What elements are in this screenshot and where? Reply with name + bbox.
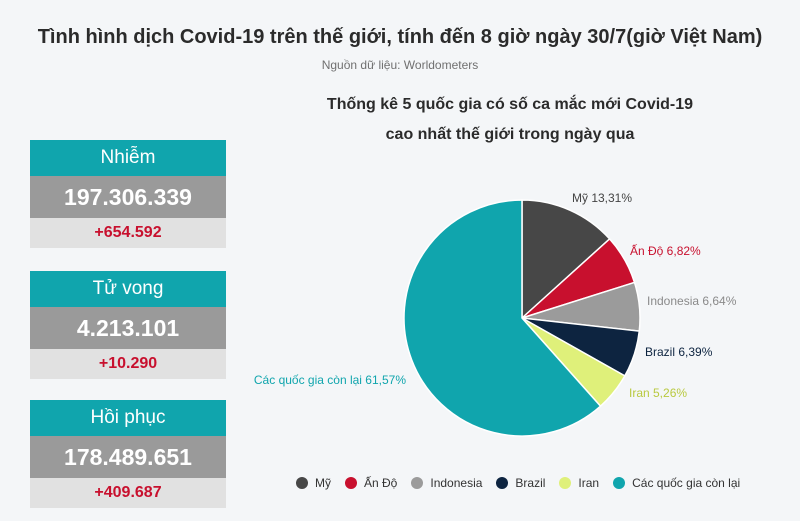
legend-swatch bbox=[559, 477, 572, 489]
legend-item-4: Iran bbox=[559, 476, 599, 490]
legend-item-1: Ấn Độ bbox=[345, 476, 397, 490]
pie-slice-0 bbox=[521, 199, 611, 320]
stat-delta: +654.592 bbox=[30, 218, 226, 248]
chart-legend: Mỹ Ấn Độ Indonesia Brazil Iran Các quốc gia c… bbox=[296, 476, 754, 490]
legend-swatch bbox=[411, 477, 424, 489]
slice-label-5: Các quốc gia còn lại 61,57% bbox=[254, 373, 406, 387]
stat-total: 4.213.101 bbox=[30, 307, 226, 349]
page-title: Tình hình dịch Covid-19 trên thế giới, t… bbox=[37, 26, 763, 48]
data-source: Nguồn dữ liệu: Worldometers bbox=[321, 58, 479, 72]
legend-swatch bbox=[496, 477, 509, 489]
stat-delta: +10.290 bbox=[30, 349, 226, 379]
slice-label-1: Ấn Độ 6,82% bbox=[630, 243, 701, 258]
stat-card-infected: Nhiễm 197.306.339 +654.592 bbox=[30, 140, 226, 248]
legend-label: Indonesia bbox=[430, 476, 483, 490]
legend-label: Ấn Độ bbox=[364, 476, 398, 490]
stat-label: Hồi phục bbox=[30, 400, 226, 436]
legend-swatch bbox=[613, 477, 626, 489]
stat-label: Tử vong bbox=[30, 271, 226, 307]
legend-item-5: Các quốc gia còn lại bbox=[613, 476, 740, 490]
slice-label-4: Iran 5,26% bbox=[629, 386, 687, 400]
stat-delta: +409.687 bbox=[30, 478, 226, 508]
slice-label-3: Brazil 6,39% bbox=[645, 345, 713, 359]
legend-label: Mỹ bbox=[315, 476, 331, 490]
stat-label: Nhiễm bbox=[30, 140, 226, 176]
legend-item-2: Indonesia bbox=[411, 476, 482, 490]
chart-title-line-1: Thống kê 5 quốc gia có số ca mắc mới Cov… bbox=[326, 96, 694, 113]
pie-slice-5 bbox=[403, 199, 602, 437]
legend-item-3: Brazil bbox=[496, 476, 545, 490]
chart-title-line-2: cao nhất thế giới trong ngày qua bbox=[385, 126, 635, 143]
legend-swatch bbox=[296, 477, 308, 489]
stat-card-deaths: Tử vong 4.213.101 +10.290 bbox=[30, 271, 226, 379]
stat-card-recovered: Hồi phục 178.489.651 +409.687 bbox=[30, 400, 226, 508]
legend-label: Các quốc gia còn lại bbox=[632, 476, 741, 490]
legend-item-0: Mỹ bbox=[296, 476, 331, 490]
legend-label: Iran bbox=[578, 476, 600, 490]
legend-swatch bbox=[345, 477, 357, 489]
stat-total: 178.489.651 bbox=[30, 436, 226, 478]
slice-label-2: Indonesia 6,64% bbox=[647, 294, 737, 308]
chart-title: Thống kê 5 quốc gia có số ca mắc mới Cov… bbox=[300, 90, 720, 150]
slice-label-0: Mỹ 13,31% bbox=[572, 191, 632, 205]
legend-label: Brazil bbox=[515, 476, 546, 490]
stat-total: 197.306.339 bbox=[30, 176, 226, 218]
